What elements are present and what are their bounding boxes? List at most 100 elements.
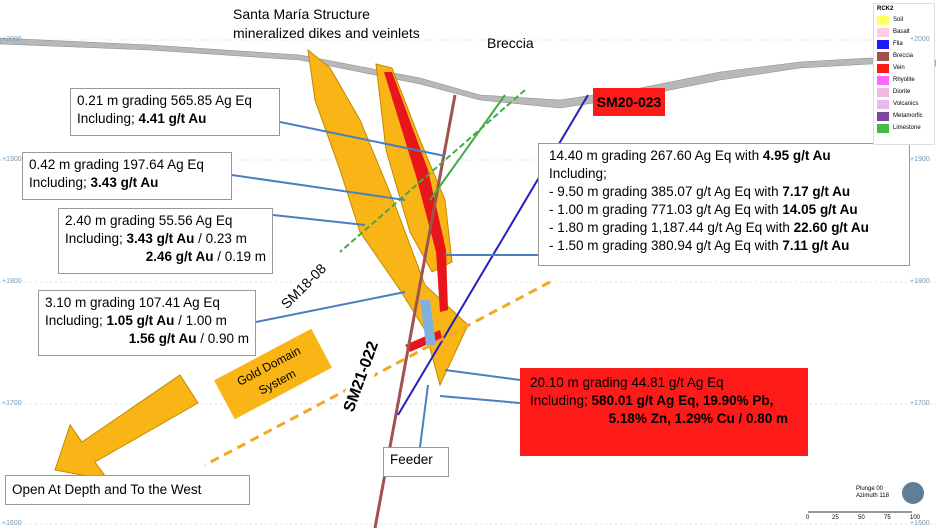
legend-swatch	[877, 39, 889, 49]
callout-text: - 1.50 m grading 380.94 g/t Ag Eq with	[549, 238, 783, 253]
callout-line: 0.42 m grading 197.64 Ag Eq	[29, 156, 225, 174]
elevation-label: +1600	[2, 520, 22, 527]
callout-line: Including; 1.05 g/t Au / 1.00 m	[45, 312, 249, 330]
callout-line: Including; 3.43 g/t Au	[29, 174, 225, 192]
callout-text: 4.95 g/t Au	[762, 148, 831, 163]
legend-item: Metamorfic	[877, 110, 934, 122]
callout-text: Including;	[45, 313, 107, 328]
callout-text: 2.46 g/t Au	[145, 249, 214, 264]
callout-text: / 0.90 m	[196, 331, 249, 346]
callout-line: - 1.80 m grading 1,187.44 g/t Ag Eq with…	[549, 219, 903, 237]
callout: 14.40 m grading 267.60 Ag Eq with 4.95 g…	[538, 143, 910, 266]
legend-item: Diorite	[877, 86, 934, 98]
legend-item: Rhyolite	[877, 74, 934, 86]
callout-line: 2.46 g/t Au / 0.19 m	[65, 248, 266, 266]
legend-label: Metamorfic	[893, 113, 923, 119]
legend-label: Vein	[893, 65, 905, 71]
scale-label: 50	[858, 515, 865, 521]
callout-line: Including; 4.41 g/t Au	[77, 110, 273, 128]
callout-line: - 9.50 m grading 385.07 g/t Ag Eq with 7…	[549, 183, 903, 201]
legend-swatch	[877, 111, 889, 121]
callout-text: 3.10 m grading 107.41 Ag Eq	[45, 295, 220, 310]
elevation-label: +1700	[910, 400, 930, 407]
legend-label: Limestone	[893, 125, 921, 131]
callout-text: 2.40 m grading 55.56 Ag Eq	[65, 213, 233, 228]
callout-text: Including;	[530, 393, 592, 408]
elevation-label: +1900	[2, 156, 22, 163]
callout-text: - 9.50 m grading 385.07 g/t Ag Eq with	[549, 184, 783, 199]
orientation-icon	[902, 482, 924, 504]
legend-swatch	[877, 87, 889, 97]
callout-text: / 0.23 m	[194, 231, 247, 246]
callout-text: 3.43 g/t Au	[126, 231, 195, 246]
elevation-label: +2000	[910, 36, 930, 43]
callout-text: - 1.00 m grading 771.03 g/t Ag Eq with	[549, 202, 783, 217]
callout-line: Including; 3.43 g/t Au / 0.23 m	[65, 230, 266, 248]
legend-label: Flla	[893, 41, 903, 47]
callout-line: 2.40 m grading 55.56 Ag Eq	[65, 212, 266, 230]
callout: 0.21 m grading 565.85 Ag Eq Including; 4.…	[70, 88, 280, 136]
callout-text: Including;	[77, 111, 139, 126]
legend-swatch	[877, 123, 889, 133]
legend-item: Vein	[877, 62, 934, 74]
callout-text: 20.10 m grading 44.81 g/t Ag Eq	[530, 375, 724, 390]
callout-line: Including;	[549, 165, 903, 183]
legend: RCK2 Soil Basalt Flla Breccia Vein Rhyolite Di…	[873, 3, 935, 145]
callout: 2.40 m grading 55.56 Ag Eq Including; 3.4…	[58, 208, 273, 274]
feeder-label: Feeder	[383, 447, 449, 477]
legend-item: Soil	[877, 14, 934, 26]
legend-item: Volcanics	[877, 98, 934, 110]
callout: 0.42 m grading 197.64 Ag Eq Including; 3.…	[22, 152, 232, 200]
legend-item: Breccia	[877, 50, 934, 62]
breccia-label: Breccia	[487, 35, 534, 51]
legend-swatch	[877, 27, 889, 37]
callout-text: Including;	[65, 231, 127, 246]
callout-line: 14.40 m grading 267.60 Ag Eq with 4.95 g…	[549, 147, 903, 165]
legend-label: Soil	[893, 17, 904, 23]
callout-text: Including;	[29, 175, 91, 190]
callout-line: 1.56 g/t Au / 0.90 m	[45, 330, 249, 348]
callout-text: Including;	[549, 166, 607, 181]
drillhole-label: SM20-023	[593, 88, 665, 116]
legend-item: Basalt	[877, 26, 934, 38]
scale-label: 75	[884, 515, 891, 521]
elevation-label: +1700	[2, 400, 22, 407]
callout-line: 0.21 m grading 565.85 Ag Eq	[77, 92, 273, 110]
callout-text: / 1.00 m	[174, 313, 227, 328]
callout-text: 4.41 g/t Au	[138, 111, 207, 126]
callout-text: - 1.80 m grading 1,187.44 g/t Ag Eq with	[549, 220, 794, 235]
legend-swatch	[877, 99, 889, 109]
legend-label: Breccia	[893, 53, 914, 59]
legend-title: RCK2	[877, 6, 894, 12]
legend-swatch	[877, 15, 889, 25]
callout-text: 1.56 g/t Au	[128, 331, 197, 346]
callout-line: - 1.50 m grading 380.94 g/t Ag Eq with 7…	[549, 237, 903, 255]
callout-text: 1.05 g/t Au	[106, 313, 175, 328]
legend-item: Limestone	[877, 122, 934, 134]
legend-swatch	[877, 63, 889, 73]
legend-label: Volcanics	[893, 101, 919, 107]
callout-text: 5.18% Zn, 1.29% Cu / 0.80 m	[608, 411, 788, 426]
legend-label: Basalt	[893, 29, 910, 35]
scale-label: 25	[832, 515, 839, 521]
callout-text: 22.60 g/t Au	[793, 220, 869, 235]
callout-line: 5.18% Zn, 1.29% Cu / 0.80 m	[530, 410, 808, 428]
legend-item: Flla	[877, 38, 934, 50]
legend-label: Diorite	[893, 89, 911, 95]
callout-line: Including; 580.01 g/t Ag Eq, 19.90% Pb,	[530, 392, 808, 410]
open-label: Open At Depth and To the West	[5, 475, 250, 505]
elevation-label: +2000	[2, 36, 22, 43]
view-info: Plunge 00 Azimuth 118	[856, 486, 889, 499]
callout-text: 14.05 g/t Au	[782, 202, 858, 217]
scale-label: 100	[910, 515, 921, 521]
callout-line: 3.10 m grading 107.41 Ag Eq	[45, 294, 249, 312]
elevation-label: +1800	[2, 278, 22, 285]
callout-text: 0.42 m grading 197.64 Ag Eq	[29, 157, 204, 172]
callout-text: / 0.19 m	[213, 249, 266, 264]
callout-text: 7.11 g/t Au	[782, 238, 850, 253]
elevation-label: +1800	[910, 278, 930, 285]
callout-text: 580.01 g/t Ag Eq, 19.90% Pb,	[591, 393, 774, 408]
legend-swatch	[877, 51, 889, 61]
elevation-label: +1600	[910, 520, 930, 527]
